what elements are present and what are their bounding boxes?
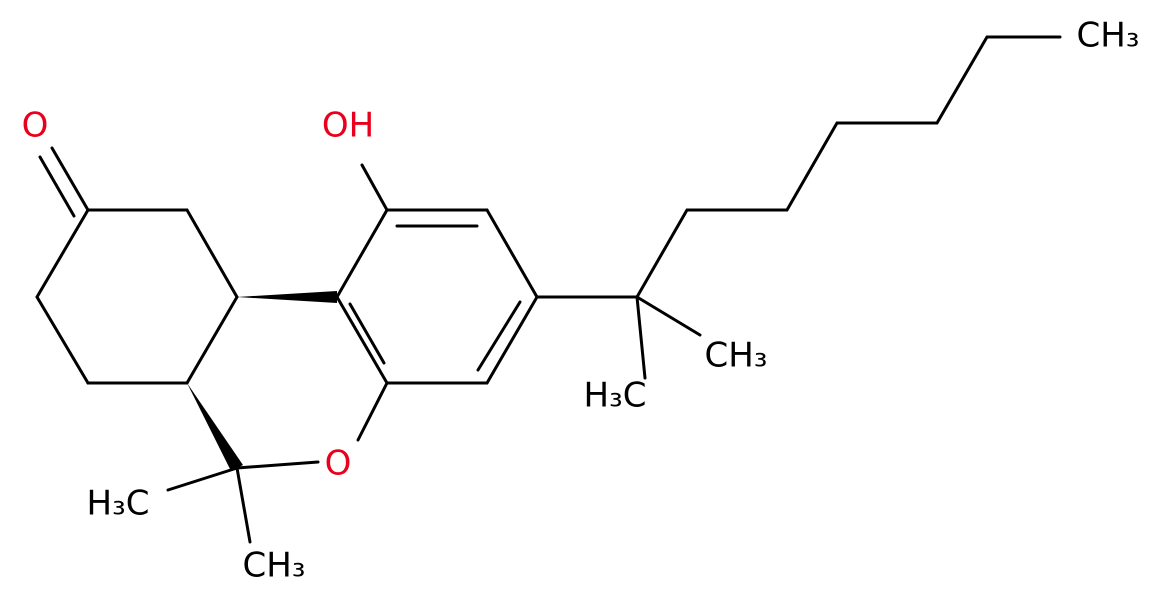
bond	[185, 208, 239, 299]
bond	[635, 35, 1062, 299]
atom-label: CH₃	[705, 336, 768, 376]
wedge-bond	[237, 291, 337, 303]
bond	[35, 295, 90, 385]
bond	[348, 302, 386, 365]
bond	[635, 295, 702, 337]
bond	[635, 295, 647, 380]
atom-label: O	[22, 106, 49, 146]
bond	[35, 208, 90, 299]
bonds	[35, 35, 1062, 544]
bond	[485, 208, 539, 299]
atom-label: CH₃	[243, 546, 306, 586]
atom-label: H₃C	[87, 484, 150, 524]
bond	[166, 466, 239, 492]
atom-label: CH₃	[1077, 16, 1140, 56]
bond	[356, 381, 389, 442]
wedge-bond	[187, 383, 243, 471]
atom-label: H₃C	[584, 376, 647, 416]
bond	[235, 466, 252, 544]
bond	[335, 295, 389, 385]
bond	[335, 208, 389, 299]
bond	[185, 295, 239, 385]
atom-label: O	[325, 444, 352, 484]
bond	[360, 163, 389, 212]
atom-label: OH	[322, 106, 374, 146]
bond	[38, 155, 76, 218]
bond	[485, 295, 539, 385]
bond	[476, 300, 522, 372]
bond	[235, 460, 320, 470]
bond	[50, 146, 90, 212]
